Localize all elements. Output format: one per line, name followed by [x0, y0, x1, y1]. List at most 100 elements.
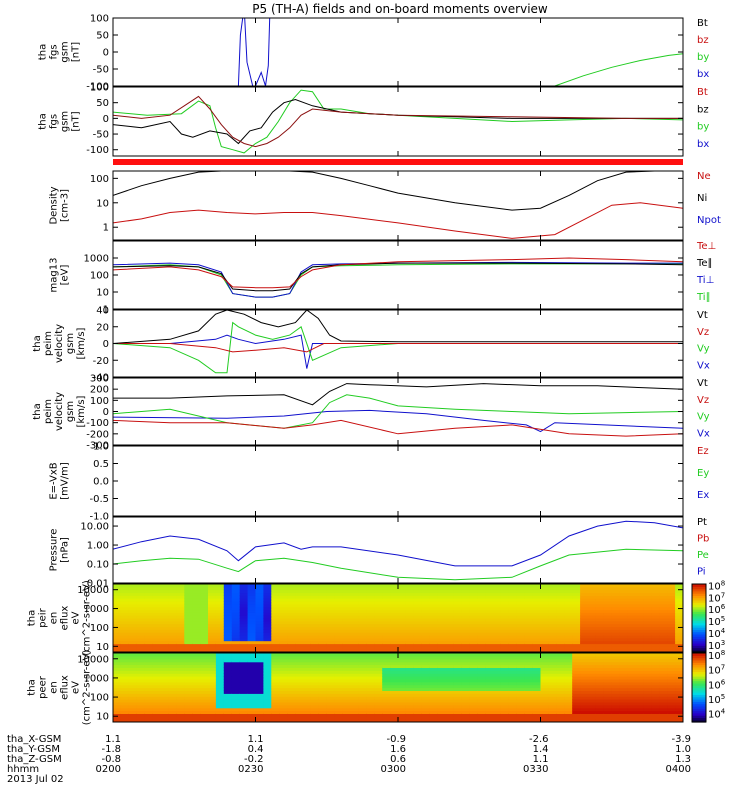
spectrogram-cell: [469, 618, 478, 622]
spectrogram-cell: [295, 618, 304, 622]
spectrogram-cell: [374, 710, 383, 714]
spectrogram-cell: [144, 655, 154, 660]
colorbar-segment: [692, 590, 706, 594]
spectrogram-cell: [215, 699, 225, 703]
spectrogram-cell: [382, 612, 391, 616]
spectrogram-cell: [390, 710, 399, 714]
spectrogram-cell: [493, 693, 502, 697]
spectrogram-cell: [524, 589, 534, 594]
spectrogram-cell: [239, 618, 249, 622]
spectrogram-cell: [643, 678, 652, 683]
spectrogram-cell: [500, 646, 510, 650]
legend-by: by: [697, 122, 709, 133]
spectrogram-cell: [398, 640, 407, 645]
spectrogram-cell: [635, 676, 644, 680]
spectrogram-cell: [350, 713, 359, 717]
spectrogram-cell: [675, 696, 683, 700]
spectrogram-cell: [437, 658, 447, 663]
spectrogram-cell: [303, 586, 312, 591]
spectrogram-cell: [500, 658, 510, 663]
spectrogram-cell: [144, 615, 154, 619]
spectrogram-cell: [445, 601, 454, 605]
spectrogram-cell: [524, 713, 534, 717]
spectrogram-cell: [635, 598, 644, 602]
spectrogram-cell: [635, 701, 644, 706]
spectrogram-cell: [382, 661, 391, 666]
spectrogram-cell: [643, 618, 652, 622]
spectrogram-cell: [413, 612, 423, 616]
spectrogram-cell: [366, 684, 375, 689]
spectrogram-cell: [128, 612, 138, 616]
spectrogram-cell: [279, 595, 288, 599]
spectrogram-cell: [358, 612, 367, 616]
spectrogram-cell: [184, 598, 193, 602]
spectrogram-cell: [287, 696, 296, 700]
spectrogram-cell: [516, 710, 526, 714]
spectrogram-cell: [310, 640, 320, 645]
colorbar-segment: [692, 593, 706, 596]
spectrogram-cell: [390, 673, 399, 677]
spectrogram-cell: [405, 635, 415, 639]
spectrogram-cell: [160, 713, 169, 717]
spectrogram-cell: [651, 716, 660, 720]
spectrogram-cell: [429, 699, 439, 703]
spectrogram-cell: [358, 584, 367, 588]
spectrogram-cell: [279, 704, 288, 709]
spectrogram-cell: [548, 620, 557, 625]
spectrogram-cell: [176, 626, 185, 630]
spectrogram-cell: [310, 584, 320, 588]
spectrogram-cell: [675, 655, 683, 660]
spectrogram-cell: [635, 649, 644, 652]
spectrogram-cell: [247, 637, 257, 642]
spectrogram-cell: [366, 687, 375, 691]
spectrogram-cell: [453, 704, 462, 709]
spectrogram-cell: [556, 595, 565, 599]
spectrogram-cell: [247, 687, 257, 691]
spectrogram-cell: [485, 701, 494, 706]
spectrogram-cell: [263, 681, 272, 686]
spectrogram-cell: [326, 598, 336, 602]
spectrogram-cell: [627, 661, 637, 666]
spectrogram-cell: [334, 690, 344, 694]
spectrogram-cell: [548, 678, 557, 683]
spectrogram-cell: [635, 584, 644, 588]
spectrogram-cell: [445, 649, 454, 652]
spectrogram-cell: [231, 673, 241, 677]
spectrogram-cell: [184, 716, 193, 720]
spectrogram-cell: [485, 646, 494, 650]
spectrogram-cell: [461, 719, 470, 722]
spectrogram-cell: [461, 653, 470, 657]
spectrogram-cell: [564, 595, 573, 599]
spectrogram-cell: [659, 707, 668, 712]
legend-Ez: Ez: [697, 446, 709, 457]
spectrogram-cell: [477, 643, 486, 647]
spectrogram-cell: [136, 612, 146, 616]
spectrogram-cell: [223, 687, 233, 691]
spectrogram-cell: [421, 626, 431, 630]
spectrogram-cell: [453, 632, 462, 636]
spectrogram-cell: [413, 693, 423, 697]
spectrogram-cell: [295, 612, 304, 616]
spectrogram-cell: [421, 687, 431, 691]
spectrogram-cell: [564, 635, 573, 639]
spectrogram-cell: [200, 595, 209, 599]
spectrogram-cell: [231, 684, 241, 689]
spectrogram-cell: [366, 713, 375, 717]
spectrogram-cell: [310, 664, 320, 668]
spectrogram-cell: [548, 667, 557, 671]
spectrogram-cell: [500, 620, 510, 625]
spectrogram-cell: [366, 606, 375, 611]
spectrogram-cell: [160, 615, 169, 619]
spectrogram-cell: [200, 661, 209, 666]
spectrogram-cell: [580, 649, 589, 652]
spectrogram-cell: [295, 707, 304, 712]
series-line-Ti∥: [113, 263, 683, 298]
spectrogram-cell: [231, 643, 241, 647]
spectrogram-cell: [113, 690, 122, 694]
spectrogram-cell: [382, 684, 391, 689]
y-axis-label: gsm: [60, 111, 71, 132]
spectrogram-cell: [627, 609, 637, 613]
spectrogram-cell: [603, 626, 613, 630]
spectrogram-cell: [374, 667, 383, 671]
